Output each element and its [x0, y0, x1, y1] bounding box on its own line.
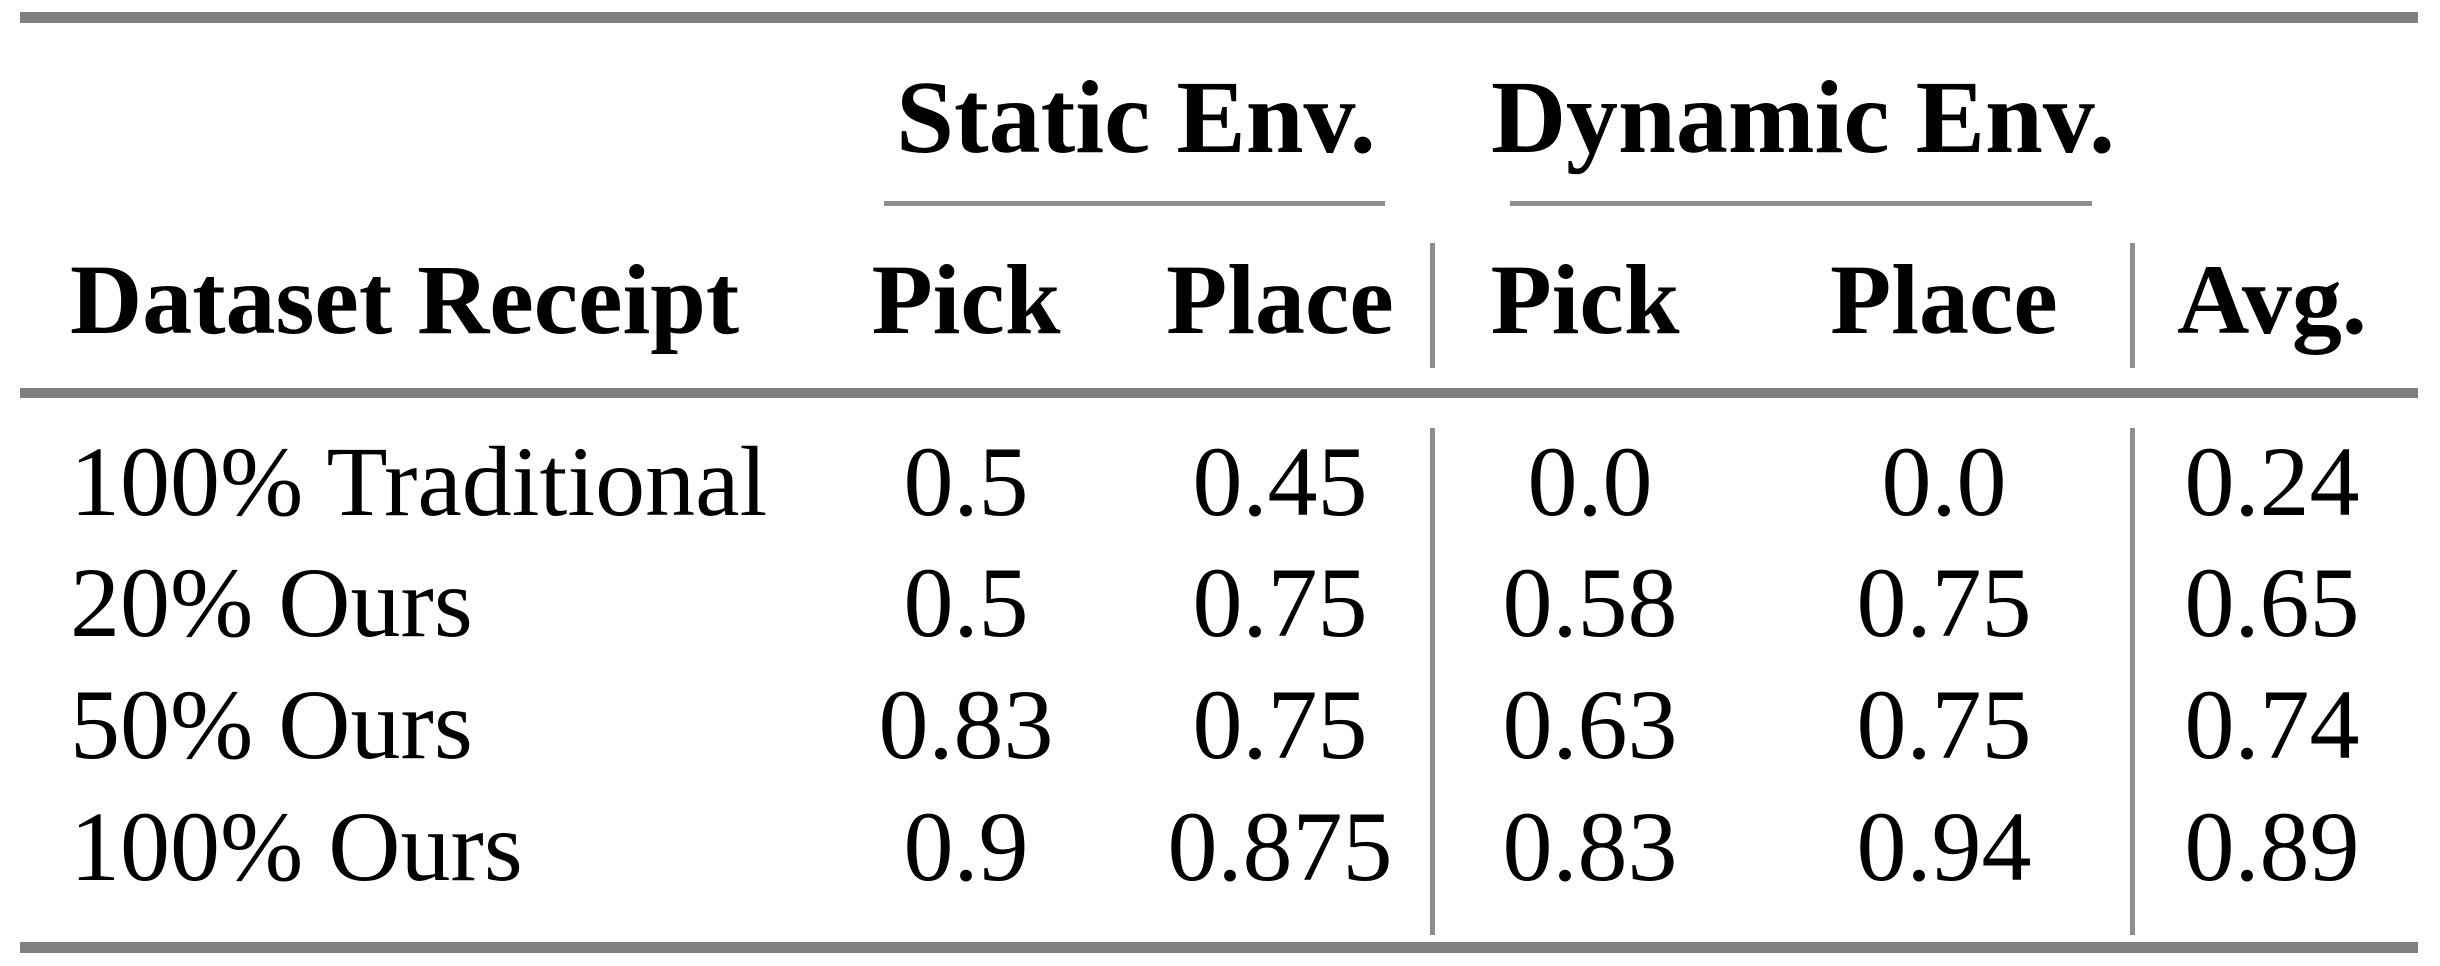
cell-static-pick: 0.83: [878, 669, 1054, 780]
mid-rule: [20, 388, 2418, 398]
vline-static-dynamic-body: [1430, 428, 1435, 935]
cell-dynamic-place: 0.0: [1881, 426, 2007, 537]
cell-dynamic-place: 0.75: [1856, 669, 2032, 780]
cell-dynamic-place: 0.94: [1856, 791, 2032, 902]
cell-static-pick: 0.5: [903, 426, 1029, 537]
vline-avg-body: [2130, 428, 2135, 935]
header-dynamic-pick: Pick: [1490, 244, 1680, 355]
cell-avg: 0.24: [2184, 426, 2360, 537]
cell-dynamic-pick: 0.0: [1527, 426, 1653, 537]
cell-static-place: 0.75: [1192, 669, 1368, 780]
row-label: 50% Ours: [70, 669, 473, 780]
cell-dynamic-pick: 0.83: [1502, 791, 1678, 902]
cell-static-place: 0.875: [1167, 791, 1393, 902]
cell-static-place: 0.45: [1192, 426, 1368, 537]
row-label: 100% Traditional: [70, 426, 768, 537]
cmidrule-dynamic-env: [1510, 201, 2092, 206]
cell-dynamic-place: 0.75: [1856, 547, 2032, 658]
header-static-pick: Pick: [871, 244, 1061, 355]
header-dynamic-place: Place: [1830, 244, 2058, 355]
row-label: 100% Ours: [70, 791, 523, 902]
cell-avg: 0.65: [2184, 547, 2360, 658]
cell-dynamic-pick: 0.58: [1502, 547, 1678, 658]
cmidrule-static-env: [884, 201, 1385, 206]
cell-static-place: 0.75: [1192, 547, 1368, 658]
cell-static-pick: 0.9: [903, 791, 1029, 902]
header-static-place: Place: [1166, 244, 1394, 355]
vline-avg-header: [2130, 243, 2135, 368]
bottom-rule: [20, 942, 2418, 953]
cell-avg: 0.74: [2184, 669, 2360, 780]
top-rule: [20, 12, 2418, 23]
header-dataset-receipt: Dataset Receipt: [70, 244, 740, 355]
cell-static-pick: 0.5: [903, 547, 1029, 658]
col-group-dynamic-env: Dynamic Env.: [1490, 60, 2116, 175]
cell-avg: 0.89: [2184, 791, 2360, 902]
row-label: 20% Ours: [70, 547, 473, 658]
cell-dynamic-pick: 0.63: [1502, 669, 1678, 780]
col-group-static-env: Static Env.: [896, 60, 1376, 175]
vline-static-dynamic-header: [1430, 243, 1435, 368]
header-avg: Avg.: [2177, 244, 2367, 355]
